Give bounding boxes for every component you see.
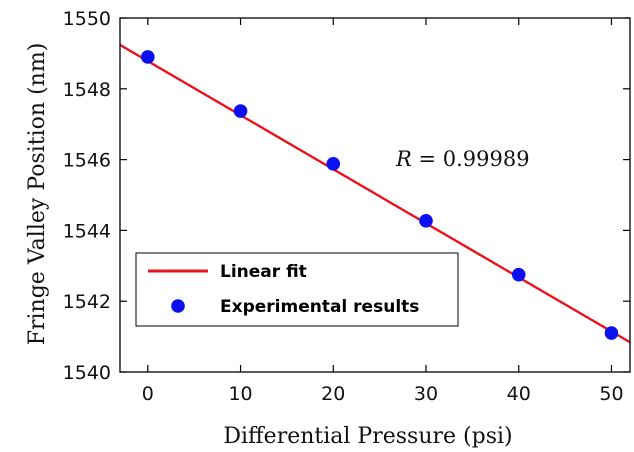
y-tick-label: 1544 (63, 220, 111, 242)
plot-frame (119, 17, 631, 373)
y-tick-label: 1542 (63, 291, 111, 313)
legend: Linear fit Experimental results (135, 252, 459, 327)
x-tick-label: 30 (414, 383, 438, 405)
y-tick-label: 1550 (63, 8, 111, 30)
x-tick-label: 20 (321, 383, 345, 405)
y-tick-label: 1540 (63, 362, 111, 384)
x-tick-label: 50 (599, 383, 623, 405)
legend-box (135, 252, 459, 327)
legend-label: Linear fit (220, 262, 307, 282)
legend-label: Experimental results (220, 297, 419, 317)
r-value-annotation: R = 0.99989 (395, 147, 530, 171)
data-point (326, 157, 341, 171)
x-tick-label: 0 (142, 383, 154, 405)
y-tick-label: 1548 (63, 79, 111, 101)
legend-point-swatch (171, 299, 185, 313)
data-point (141, 50, 155, 64)
axes: 0 10 20 30 40 50 1540 1542 1544 1546 1548 1550 (63, 8, 631, 405)
data-point (419, 214, 433, 228)
data-point (233, 104, 248, 118)
r-value: = 0.99989 (412, 147, 530, 171)
r-symbol: R (395, 147, 412, 171)
y-axis-title: Fringe Valley Position (nm) (25, 43, 50, 346)
data-point (511, 267, 526, 282)
x-tick-label: 10 (228, 383, 252, 405)
y-tick-label: 1546 (63, 150, 111, 172)
x-tick-label: 40 (507, 383, 531, 405)
data-point (604, 326, 619, 340)
plot-area (120, 43, 630, 344)
linear-fit-line (120, 43, 630, 344)
x-axis-title: Differential Pressure (psi) (223, 424, 512, 449)
